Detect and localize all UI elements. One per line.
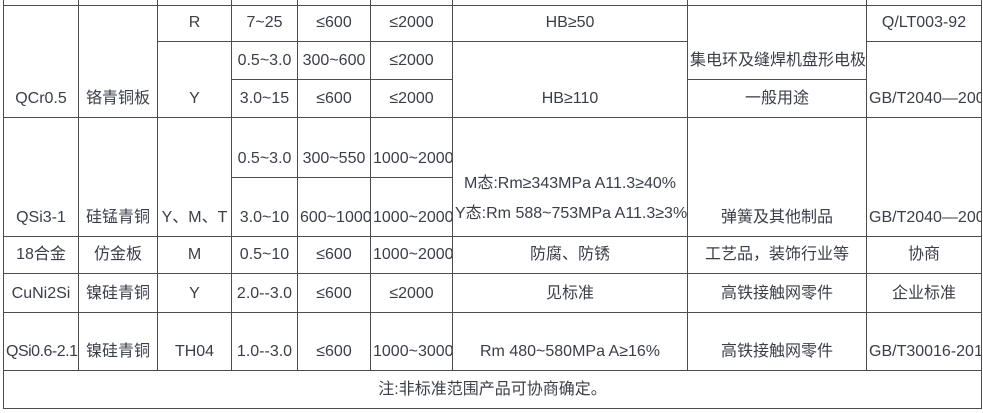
mechanical-property-cell: HB≥110 xyxy=(452,41,688,118)
product-name-cell: 硅锰青铜 xyxy=(78,117,158,237)
width-cell: 600~1000 xyxy=(297,177,371,237)
length-cell: 1000~3000 xyxy=(370,312,453,371)
table-row: CuNi2Si 镍硅青铜 Y 2.0--3.0 ≤600 ≤2000 见标准 高… xyxy=(3,273,982,313)
thickness-cell: 0.5~10 xyxy=(231,236,298,274)
width-cell: ≤600 xyxy=(297,79,371,118)
usage-cell: 工艺品，装饰行业等 xyxy=(687,236,867,274)
thickness-cell: 2.0--3.0 xyxy=(231,273,298,313)
width-cell: ≤600 xyxy=(297,273,371,313)
width-cell: ≤600 xyxy=(297,312,371,371)
product-name-cell: 镍硅青铜 xyxy=(78,273,158,313)
thickness-cell: 0.5~3.0 xyxy=(231,117,298,178)
product-name-cell: 镍硅青铜 xyxy=(78,312,158,371)
thickness-cell: 0.5~3.0 xyxy=(231,41,298,80)
length-cell: 1000~2000 xyxy=(370,236,453,274)
mechanical-property-cell: 防腐、防锈 xyxy=(452,236,688,274)
length-cell: 1000~2000 xyxy=(370,117,453,178)
alloy-cell: QSi3-1 xyxy=(3,117,79,237)
standard-cell: GB/T30016-2013 xyxy=(866,312,982,371)
table-row: QSi0.6-2.1 镍硅青铜 TH04 1.0--3.0 ≤600 1000~… xyxy=(3,312,982,371)
mechanical-property-cell: HB≥50 xyxy=(452,5,688,42)
thickness-cell: 1.0--3.0 xyxy=(231,312,298,371)
temper-state-cell: TH04 xyxy=(157,312,232,371)
length-cell: ≤2000 xyxy=(370,41,453,80)
mechanical-property-cell: M态:Rm≥343MPa A11.3≥40% Y态:Rm 588~753MPa … xyxy=(452,117,688,237)
product-name-cell: 仿金板 xyxy=(78,236,158,274)
spec-table: QCr0.5 铬青铜板 R 7~25 ≤600 ≤2000 HB≥50 集电环及… xyxy=(3,0,982,409)
table-row: 3.0~15 ≤600 ≤2000 一般用途 xyxy=(4,79,982,118)
usage-cell: 集电环及缝焊机盘形电极等 xyxy=(687,5,867,80)
alloy-cell: 18合金 xyxy=(3,236,79,274)
temper-state-cell: Y、M、T xyxy=(157,117,232,237)
mechanical-property-line-y: Y态:Rm 588~753MPa A11.3≥3% xyxy=(455,205,688,222)
product-name-cell: 铬青铜板 xyxy=(78,5,158,118)
table-row: QSi3-1 硅锰青铜 Y、M、T 0.5~3.0 300~550 1000~2… xyxy=(3,117,982,237)
alloy-cell: CuNi2Si xyxy=(3,273,79,313)
temper-state-cell: R xyxy=(157,5,232,42)
table-row: 18合金 仿金板 M 0.5~10 ≤600 1000~2000 防腐、防锈 工… xyxy=(3,236,982,274)
mechanical-property-line-m: M态:Rm≥343MPa A11.3≥40% xyxy=(463,175,677,192)
thickness-cell: 3.0~10 xyxy=(231,177,298,237)
thickness-cell: 7~25 xyxy=(231,5,298,42)
standard-cell: GB/T2040—2008 xyxy=(866,41,982,118)
length-cell: ≤2000 xyxy=(370,5,453,42)
usage-cell: 一般用途 xyxy=(687,79,867,118)
standard-cell: 企业标准 xyxy=(866,273,982,313)
note-row: 注:非标准范围产品可协商确定。 xyxy=(3,370,982,409)
usage-cell: 高铁接触网零件 xyxy=(687,312,867,371)
length-cell: ≤2000 xyxy=(370,79,453,118)
width-cell: ≤600 xyxy=(297,5,371,42)
alloy-cell: QSi0.6-2.1 xyxy=(3,312,79,371)
mechanical-property-cell: 见标准 xyxy=(452,273,688,313)
standard-cell: 协商 xyxy=(866,236,982,274)
width-cell: 300~600 xyxy=(297,41,371,80)
table-row: QCr0.5 铬青铜板 R 7~25 ≤600 ≤2000 HB≥50 集电环及… xyxy=(3,5,982,118)
alloy-cell: QCr0.5 xyxy=(3,5,79,118)
temper-state-cell: Y xyxy=(157,41,232,118)
length-cell: ≤2000 xyxy=(370,273,453,313)
note-text: 注:非标准范围产品可协商确定。 xyxy=(3,370,982,409)
standard-cell: GB/T2040—2008 xyxy=(866,117,982,237)
usage-cell: 弹簧及其他制品 xyxy=(687,117,867,237)
width-cell: ≤600 xyxy=(297,236,371,274)
thickness-cell: 3.0~15 xyxy=(231,79,298,118)
temper-state-cell: Y xyxy=(157,273,232,313)
usage-cell: 高铁接触网零件 xyxy=(687,273,867,313)
mechanical-property-cell: Rm 480~580MPa A≥16% xyxy=(452,312,688,371)
standard-cell: Q/LT003-92 xyxy=(866,5,982,42)
temper-state-cell: M xyxy=(157,236,232,274)
length-cell: 1000~2000 xyxy=(370,177,453,237)
width-cell: 300~550 xyxy=(297,117,371,178)
